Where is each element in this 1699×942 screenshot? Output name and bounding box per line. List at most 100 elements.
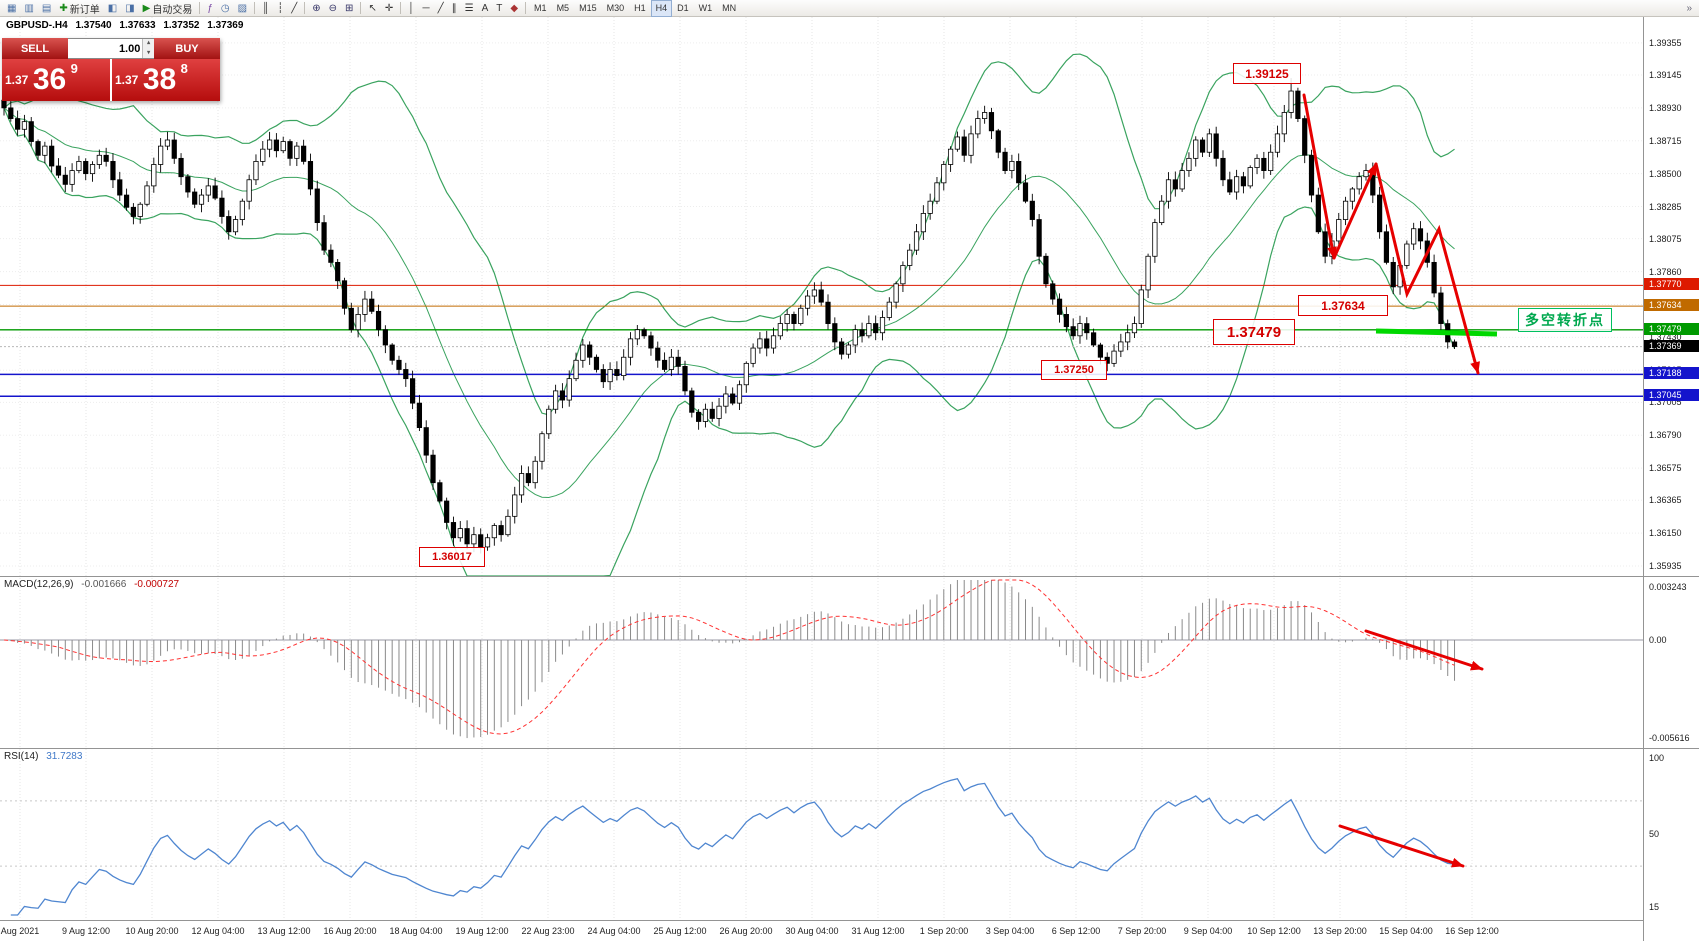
- auto-trading-icon[interactable]: ▶ 自动交易: [142, 2, 193, 16]
- time-label: 30 Aug 04:00: [785, 926, 839, 936]
- price-tick: 1.37005: [1649, 397, 1682, 408]
- price-badge: 1.37634: [1644, 299, 1699, 312]
- macd-signal-value: -0.000727: [134, 579, 180, 590]
- price-tick: 1.38500: [1649, 168, 1682, 179]
- vertical-line-tool-icon[interactable]: │: [408, 2, 415, 14]
- volume-increase-button[interactable]: ▴: [143, 39, 154, 49]
- time-label: 3 Sep 04:00: [985, 926, 1035, 936]
- trendline-tool-icon[interactable]: ╱: [437, 2, 444, 14]
- price-annotation[interactable]: 1.37479: [1213, 319, 1295, 345]
- price-badge: 1.37045: [1644, 389, 1699, 402]
- periods-icon[interactable]: ◷: [220, 2, 230, 14]
- time-label: Aug 2021: [0, 926, 40, 936]
- buy-price-button[interactable]: 1.37 38 8: [110, 59, 220, 101]
- timeframe-m1[interactable]: M1: [534, 3, 547, 13]
- timeframe-h1[interactable]: H1: [634, 3, 646, 13]
- templates-icon[interactable]: ▨: [237, 2, 248, 14]
- price-axis[interactable]: 1.39355 1.39145 1.38930 1.38715 1.38500 1.382…: [1643, 17, 1699, 941]
- price-tick: 1.39355: [1649, 37, 1682, 48]
- drawn-arrow[interactable]: [1338, 824, 1465, 868]
- new-order-icon[interactable]: ✚ 新订单: [59, 2, 100, 16]
- time-label: 16 Aug 20:00: [323, 926, 377, 936]
- indicator-axis-label: 0.00: [1649, 635, 1667, 646]
- price-annotation[interactable]: 1.36017: [419, 547, 485, 567]
- line-chart-mode-icon[interactable]: ╱: [291, 2, 298, 14]
- time-label: 22 Aug 23:00: [521, 926, 575, 936]
- price-annotation[interactable]: 1.39125: [1233, 63, 1301, 84]
- price-badge: 1.37188: [1644, 367, 1699, 380]
- market-watch-icon[interactable]: ▤: [41, 2, 52, 14]
- channel-tool-icon[interactable]: ∥: [451, 2, 457, 14]
- chart-profiles-icon[interactable]: ▥: [24, 2, 34, 14]
- drawn-arrow[interactable]: [1374, 162, 1480, 375]
- terminal-window-icon[interactable]: ◧: [107, 2, 118, 14]
- toolbar-separator: [400, 2, 402, 14]
- ohlc-high: 1.37633: [119, 20, 156, 31]
- time-label: 13 Aug 12:00: [257, 926, 311, 936]
- bar-chart-mode-icon[interactable]: ║: [262, 2, 270, 14]
- toolbar-separator: [304, 2, 306, 14]
- price-tick: 1.39145: [1649, 69, 1682, 80]
- price-annotation[interactable]: 1.37250: [1041, 360, 1107, 380]
- indicator-axis-label: 100: [1649, 753, 1665, 763]
- time-label: 10 Aug 20:00: [125, 926, 179, 936]
- horizontal-line-tool-icon[interactable]: ─: [422, 2, 430, 14]
- timeframe-m30[interactable]: M30: [606, 3, 625, 13]
- tile-windows-icon[interactable]: ⊞: [345, 2, 354, 14]
- buy-price-digits: 38: [142, 63, 177, 96]
- zoom-in-icon[interactable]: ⊕: [312, 2, 321, 14]
- indicators-icon[interactable]: ƒ: [207, 2, 213, 14]
- timeframe-mn[interactable]: MN: [722, 3, 737, 13]
- rsi-indicator-name: RSI(14): [4, 751, 39, 762]
- price-annotation[interactable]: 1.37634: [1298, 295, 1388, 316]
- panel-separator[interactable]: [0, 748, 1699, 749]
- panel-separator[interactable]: [0, 576, 1699, 577]
- candlestick-mode-icon[interactable]: ┆: [277, 2, 284, 14]
- rsi-value: 31.7283: [46, 751, 83, 762]
- volume-decrease-button[interactable]: ▾: [143, 48, 154, 58]
- new-chart-icon[interactable]: ▦: [7, 2, 17, 14]
- buy-price-prefix: 1.37: [115, 73, 139, 87]
- macd-indicator-name: MACD(12,26,9): [4, 579, 74, 590]
- buy-button[interactable]: BUY: [154, 38, 220, 59]
- time-label: 24 Aug 04:00: [587, 926, 641, 936]
- price-tick: 1.35935: [1649, 561, 1682, 572]
- volume-spinner: ▴ ▾: [142, 39, 154, 58]
- time-label: 13 Sep 20:00: [1313, 926, 1367, 936]
- arrows-tool-icon[interactable]: ◆: [510, 2, 519, 14]
- strategy-tester-icon[interactable]: ◨: [125, 2, 135, 14]
- rsi-panel-label: RSI(14) 31.7283: [4, 751, 82, 762]
- toolbar: ▦ ▥ ▤ ✚ 新订单 ◧ ◨ ▶ 自动交易 ƒ ◷ ▨ ║ ┆ ╱ ⊕ ⊖ ⊞ ↖ ✛ │ ─ ╱ ∥ ☰ A T ◆ M1 M5 M15…: [0, 0, 1699, 17]
- drawn-arrow[interactable]: [1302, 93, 1337, 260]
- label-tool-icon[interactable]: T: [496, 2, 503, 14]
- drawn-arrow[interactable]: [1332, 162, 1378, 260]
- timeframe-m15[interactable]: M15: [579, 3, 597, 13]
- text-tool-icon[interactable]: A: [481, 2, 489, 14]
- sell-price-button[interactable]: 1.37 36 9: [2, 59, 110, 101]
- toolbar-overflow-icon[interactable]: »: [1686, 2, 1692, 14]
- time-label: 10 Sep 12:00: [1247, 926, 1301, 936]
- time-label: 16 Sep 12:00: [1445, 926, 1499, 936]
- timeframe-h4[interactable]: H4: [650, 0, 673, 17]
- time-label: 6 Sep 12:00: [1051, 926, 1101, 936]
- macd-panel-label: MACD(12,26,9) -0.001666 -0.000727: [4, 579, 179, 590]
- crosshair-tool-icon[interactable]: ✛: [384, 2, 394, 14]
- price-tick: 1.38075: [1649, 233, 1682, 244]
- timeframe-m5[interactable]: M5: [556, 3, 570, 13]
- indicator-axis-label: -0.005616: [1649, 733, 1690, 743]
- fibonacci-tool-icon[interactable]: ☰: [464, 2, 474, 14]
- time-axis[interactable]: Aug 2021 9 Aug 12:00 10 Aug 20:00 12 Aug 04…: [0, 920, 1643, 942]
- turning-point-label[interactable]: 多空转折点: [1518, 308, 1612, 332]
- timeframe-w1[interactable]: W1: [698, 3, 713, 13]
- toolbar-separator: [254, 2, 256, 14]
- timeframe-d1[interactable]: D1: [677, 3, 689, 13]
- cursor-tool-icon[interactable]: ↖: [368, 2, 377, 14]
- zoom-out-icon[interactable]: ⊖: [328, 2, 338, 14]
- sell-button[interactable]: SELL: [2, 38, 68, 59]
- drawn-arrow[interactable]: [1364, 629, 1484, 671]
- volume-input[interactable]: [68, 39, 143, 58]
- indicator-axis-label: 0.003243: [1649, 582, 1687, 592]
- time-label: 12 Aug 04:00: [191, 926, 245, 936]
